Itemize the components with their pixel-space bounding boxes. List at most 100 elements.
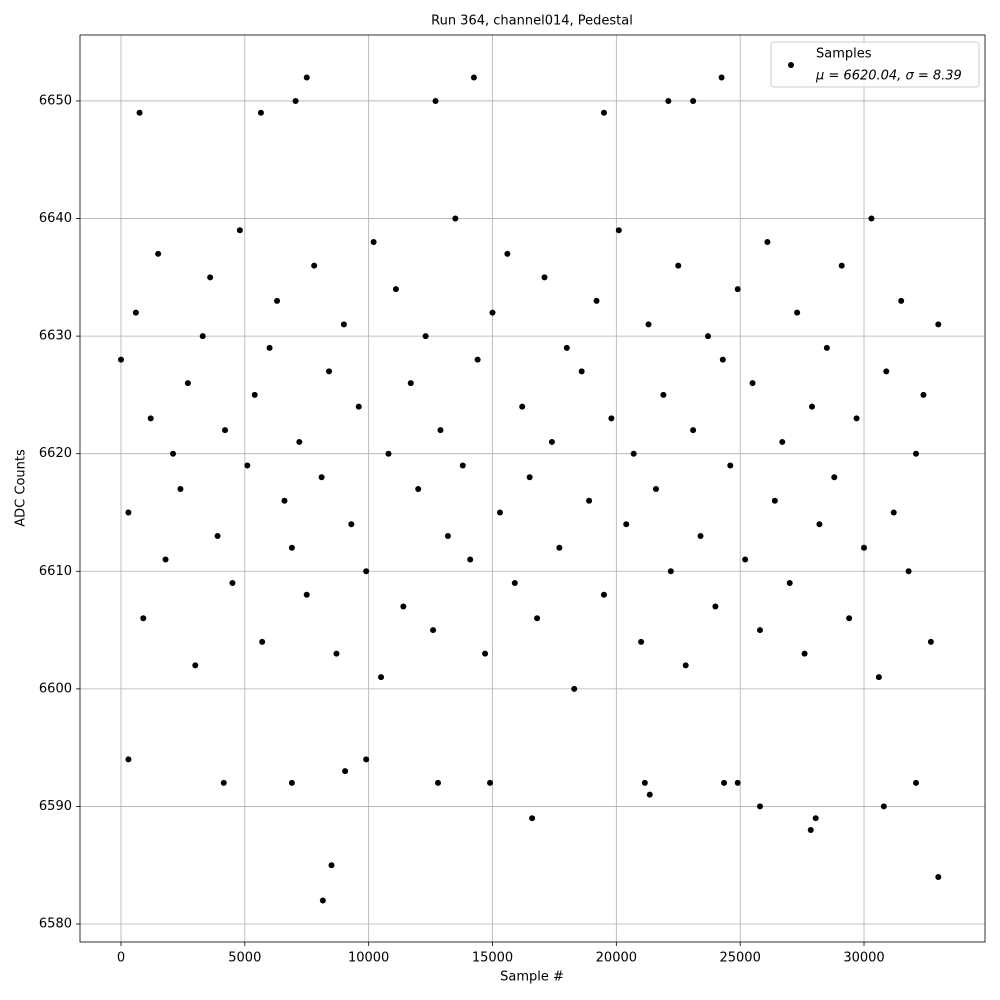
point: [608, 415, 615, 422]
point: [868, 215, 875, 222]
point: [883, 368, 890, 375]
point: [920, 391, 927, 398]
point: [292, 97, 299, 104]
legend-marker: [788, 62, 794, 68]
point: [407, 380, 414, 387]
point: [435, 779, 442, 786]
y-tick-label: 6580: [39, 917, 72, 932]
point: [721, 779, 728, 786]
point: [385, 450, 392, 457]
point: [823, 344, 830, 351]
point: [340, 321, 347, 328]
point: [734, 779, 741, 786]
point: [645, 321, 652, 328]
x-tick-label: 25000: [719, 951, 760, 966]
point: [355, 403, 362, 410]
point: [251, 391, 258, 398]
x-tick-label: 5000: [228, 951, 261, 966]
legend-note: μ = 6620.04, σ = 8.39: [815, 69, 962, 84]
point: [786, 580, 793, 587]
point: [296, 438, 303, 445]
point: [422, 333, 429, 340]
point: [467, 556, 474, 563]
point: [801, 650, 808, 657]
point: [504, 250, 511, 257]
point: [927, 638, 934, 645]
point: [898, 297, 905, 304]
point: [853, 415, 860, 422]
point: [646, 791, 653, 798]
point: [890, 509, 897, 516]
point: [690, 97, 697, 104]
point: [534, 615, 541, 622]
point: [600, 109, 607, 116]
point: [807, 826, 814, 833]
point: [311, 262, 318, 269]
chart-title: Run 364, channel014, Pedestal: [431, 14, 633, 29]
point: [257, 109, 264, 116]
point: [303, 591, 310, 598]
point: [459, 462, 466, 469]
x-tick-label: 20000: [596, 951, 637, 966]
point: [756, 803, 763, 810]
point: [808, 403, 815, 410]
point: [665, 97, 672, 104]
point: [489, 309, 496, 316]
point: [220, 779, 227, 786]
point: [378, 674, 385, 681]
point: [905, 568, 912, 575]
point: [519, 403, 526, 410]
point: [660, 391, 667, 398]
point: [667, 568, 674, 575]
point: [600, 591, 607, 598]
point: [432, 97, 439, 104]
point: [779, 438, 786, 445]
x-tick-label: 0: [117, 951, 125, 966]
grid: 0 5000 10000 15000 20000 25000 30000 6580 6590 66…: [39, 35, 985, 966]
point: [749, 380, 756, 387]
point: [184, 380, 191, 387]
point: [392, 286, 399, 293]
legend-label: Samples: [816, 47, 872, 62]
point: [675, 262, 682, 269]
point: [444, 533, 451, 540]
point: [734, 286, 741, 293]
point: [638, 638, 645, 645]
legend: Samples μ = 6620.04, σ = 8.39: [770, 41, 980, 88]
plot-frame: [79, 34, 986, 943]
point: [487, 779, 494, 786]
point: [415, 485, 422, 492]
points: [117, 74, 942, 904]
point: [846, 615, 853, 622]
point: [342, 768, 349, 775]
point: [704, 333, 711, 340]
point: [794, 309, 801, 316]
point: [816, 521, 823, 528]
y-tick-label: 6640: [39, 211, 72, 226]
point: [913, 779, 920, 786]
point: [812, 815, 819, 822]
point: [831, 474, 838, 481]
point: [430, 627, 437, 634]
point: [400, 603, 407, 610]
point: [328, 862, 335, 869]
point: [303, 74, 310, 81]
point: [571, 685, 578, 692]
point: [125, 509, 132, 516]
point: [641, 779, 648, 786]
point: [222, 427, 229, 434]
point: [348, 521, 355, 528]
point: [281, 497, 288, 504]
point: [333, 650, 340, 657]
x-axis-label: Sample #: [500, 970, 564, 985]
point: [727, 462, 734, 469]
point: [482, 650, 489, 657]
point: [125, 756, 132, 763]
point: [117, 356, 124, 363]
point: [719, 356, 726, 363]
point: [742, 556, 749, 563]
point: [529, 815, 536, 822]
point: [563, 344, 570, 351]
point: [470, 74, 477, 81]
point: [452, 215, 459, 222]
